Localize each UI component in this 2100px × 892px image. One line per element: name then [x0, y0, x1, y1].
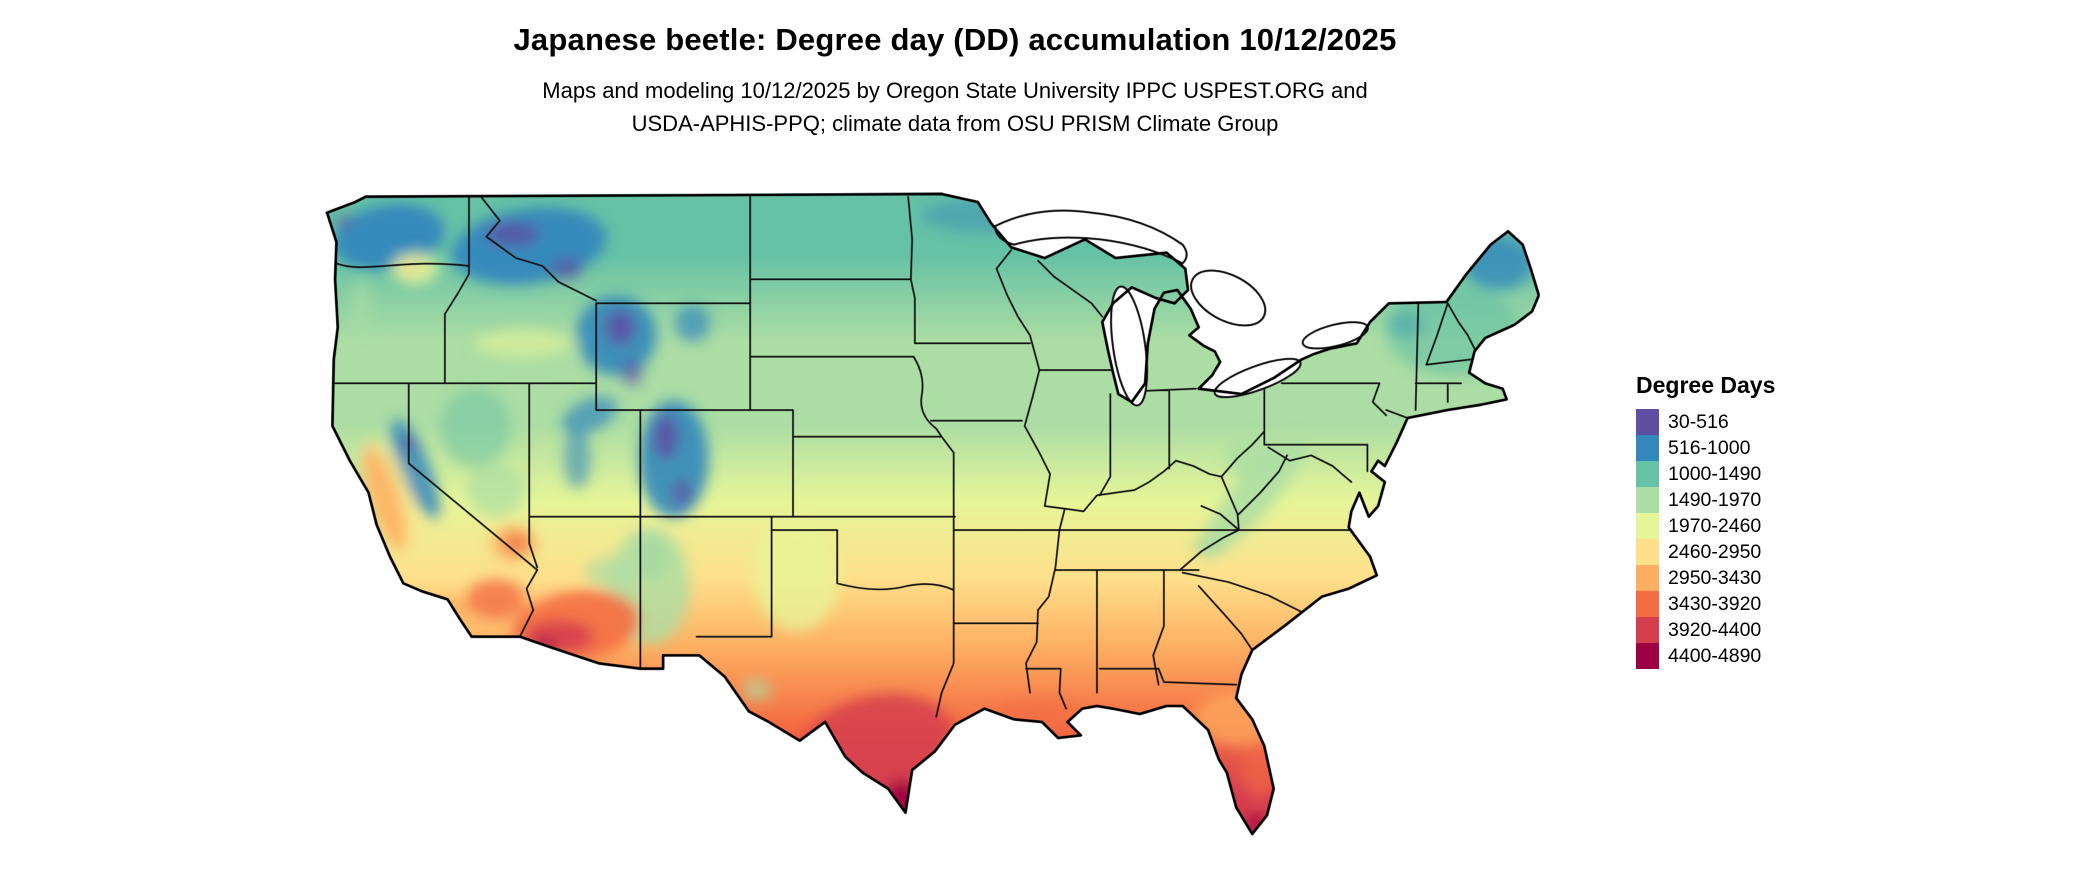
- legend-swatch: [1636, 539, 1659, 565]
- legend-label: 1970-2460: [1668, 514, 1762, 537]
- degree-days-legend: Degree Days 30-516 516-1000 1000-1490 14…: [1636, 372, 1775, 669]
- lake-huron: [1190, 269, 1267, 327]
- map-subtitle-line1: Maps and modeling 10/12/2025 by Oregon S…: [542, 78, 1368, 103]
- legend-item: 516-1000: [1636, 435, 1775, 461]
- legend-swatch: [1636, 617, 1659, 643]
- page-title: Japanese beetle: Degree day (DD) accumul…: [513, 22, 1397, 57]
- legend-label: 3920-4400: [1668, 618, 1762, 641]
- legend-label: 2460-2950: [1668, 540, 1762, 563]
- legend-swatch: [1636, 461, 1659, 487]
- legend-label: 1000-1490: [1668, 462, 1762, 485]
- legend-swatch: [1636, 591, 1659, 617]
- legend-item: 2460-2950: [1636, 539, 1775, 565]
- legend-title: Degree Days: [1636, 372, 1776, 398]
- legend-item: 1000-1490: [1636, 461, 1775, 487]
- legend-swatch: [1636, 409, 1659, 435]
- legend-label: 30-516: [1668, 410, 1729, 433]
- us-degree-day-map: [315, 186, 1587, 886]
- map-subtitle-line2: USDA-APHIS-PPQ; climate data from OSU PR…: [631, 111, 1279, 136]
- legend-item: 1970-2460: [1636, 513, 1775, 539]
- legend-label: 3430-3920: [1668, 592, 1762, 615]
- legend-rows: 30-516 516-1000 1000-1490 1490-1970 1970…: [1636, 409, 1775, 669]
- legend-item: 30-516: [1636, 409, 1775, 435]
- legend-item: 3430-3920: [1636, 591, 1775, 617]
- legend-item: 4400-4890: [1636, 643, 1775, 669]
- legend-swatch: [1636, 487, 1659, 513]
- legend-swatch: [1636, 643, 1659, 669]
- legend-label: 1490-1970: [1668, 488, 1762, 511]
- legend-swatch: [1636, 435, 1659, 461]
- legend-item: 1490-1970: [1636, 487, 1775, 513]
- great-lakes: [994, 209, 1369, 407]
- us-outline: [325, 192, 1541, 836]
- legend-item: 2950-3430: [1636, 565, 1775, 591]
- legend-swatch: [1636, 513, 1659, 539]
- legend-label: 4400-4890: [1668, 644, 1762, 667]
- lake-michigan: [1110, 285, 1149, 407]
- legend-label: 2950-3430: [1668, 566, 1762, 589]
- lake-superior: [994, 209, 1188, 265]
- legend-item: 3920-4400: [1636, 617, 1775, 643]
- lake-erie: [1213, 357, 1302, 399]
- legend-label: 516-1000: [1668, 436, 1751, 459]
- state-borders: [334, 195, 1476, 718]
- degree-day-raster: [327, 194, 1539, 834]
- legend-swatch: [1636, 565, 1659, 591]
- us-map-svg: [325, 192, 1541, 836]
